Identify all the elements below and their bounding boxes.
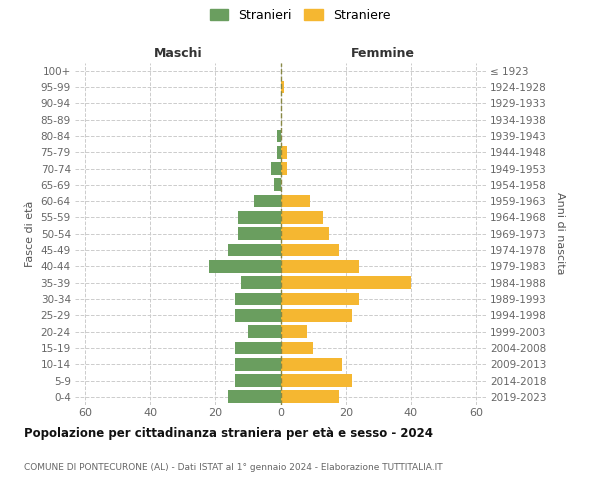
Bar (281, 292, 359, 306)
Bar (229, 244, 281, 256)
Bar (209, 260, 281, 272)
Legend: Stranieri, Straniere: Stranieri, Straniere (207, 6, 393, 24)
Text: Maschi: Maschi (154, 47, 202, 60)
Bar (281, 374, 352, 387)
Bar (235, 358, 281, 370)
Bar (281, 309, 352, 322)
Bar (238, 228, 281, 240)
Bar (238, 211, 281, 224)
Y-axis label: Fasce di età: Fasce di età (25, 200, 35, 267)
Bar (281, 325, 307, 338)
Bar (281, 228, 329, 240)
Bar (281, 211, 323, 224)
Bar (281, 162, 287, 175)
Bar (248, 325, 281, 338)
Bar (241, 276, 281, 289)
Bar (281, 260, 359, 272)
Bar (274, 178, 281, 191)
Bar (235, 342, 281, 354)
Bar (235, 374, 281, 387)
Text: Femmine: Femmine (351, 47, 415, 60)
Bar (277, 130, 281, 142)
Bar (235, 292, 281, 306)
Text: Popolazione per cittadinanza straniera per età e sesso - 2024: Popolazione per cittadinanza straniera p… (24, 428, 433, 440)
Bar (281, 146, 287, 158)
Bar (254, 195, 281, 207)
Bar (271, 162, 281, 175)
Bar (281, 244, 339, 256)
Bar (229, 390, 281, 403)
Bar (277, 146, 281, 158)
Bar (281, 358, 343, 370)
Text: COMUNE DI PONTECURONE (AL) - Dati ISTAT al 1° gennaio 2024 - Elaborazione TUTTIT: COMUNE DI PONTECURONE (AL) - Dati ISTAT … (24, 462, 443, 471)
Bar (281, 342, 313, 354)
Bar (235, 309, 281, 322)
Bar (281, 80, 284, 94)
Y-axis label: Anni di nascita: Anni di nascita (555, 192, 565, 275)
Bar (281, 390, 339, 403)
Bar (281, 276, 411, 289)
Bar (281, 195, 310, 207)
